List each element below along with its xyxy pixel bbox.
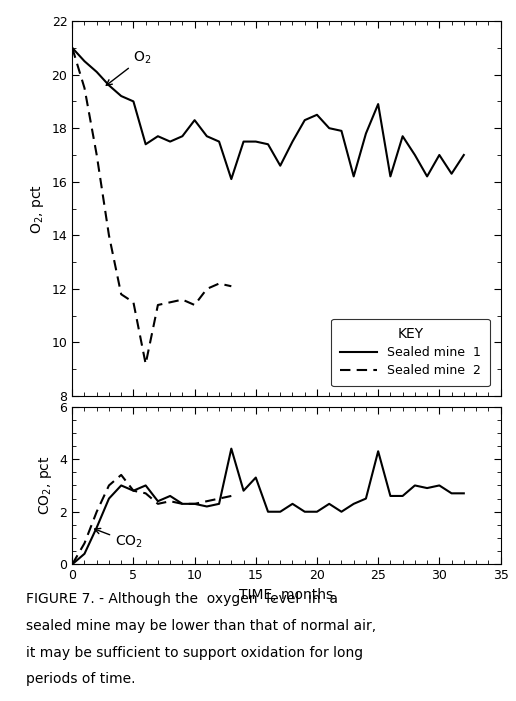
Y-axis label: CO$_2$, pct: CO$_2$, pct xyxy=(37,456,54,515)
Text: it may be sufficient to support oxidation for long: it may be sufficient to support oxidatio… xyxy=(26,646,363,660)
Text: periods of time.: periods of time. xyxy=(26,672,135,686)
Text: FIGURE 7. - Although the  oxygen  level  in  a: FIGURE 7. - Although the oxygen level in… xyxy=(26,592,338,606)
X-axis label: TIME, months: TIME, months xyxy=(239,587,333,601)
Text: CO$_2$: CO$_2$ xyxy=(94,529,143,550)
Legend: Sealed mine  1, Sealed mine  2: Sealed mine 1, Sealed mine 2 xyxy=(331,318,490,386)
Text: O$_2$: O$_2$ xyxy=(106,49,152,86)
Text: sealed mine may be lower than that of normal air,: sealed mine may be lower than that of no… xyxy=(26,619,376,633)
Y-axis label: O$_2$, pct: O$_2$, pct xyxy=(29,184,46,233)
